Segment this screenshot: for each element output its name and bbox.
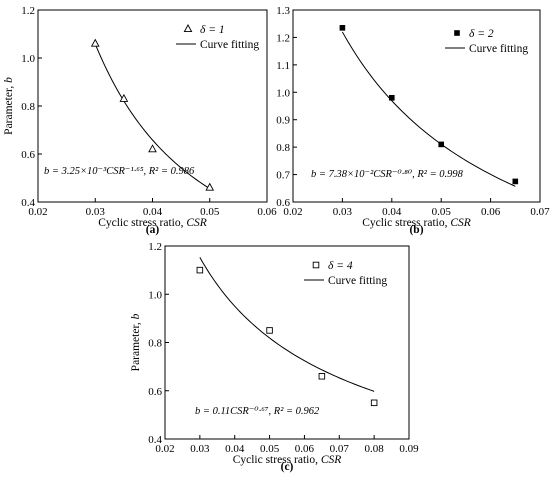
data-point [512, 178, 519, 185]
y-tick-label: 0.8 [21, 101, 35, 113]
legend-line-label: Curve fitting [200, 39, 259, 51]
x-tick-label: 0.04 [143, 206, 163, 218]
x-tick-label: 0.07 [330, 443, 350, 455]
chart-panel-1: 0.02 0.03 0.04 0.05 0.06 0.4 0.6 0.8 1.0 1.2 Cycli… [3, 5, 277, 236]
y-axis-label-var: b [3, 77, 15, 83]
fit-curve [199, 257, 375, 392]
x-axis-label-text: Cyclic stress ratio, [233, 454, 321, 466]
x-tick-label: 0.06 [257, 206, 277, 218]
data-point [90, 38, 100, 47]
panel-label: (c) [281, 461, 294, 473]
x-axis-label-text: Cyclic stress ratio, [98, 217, 186, 229]
y-axis-label: Parameter, b [130, 313, 142, 371]
chart-panel-2: 0.02 0.03 0.04 0.05 0.06 0.07 0.6 0.7 0.8 0.9 1.0 1… [276, 5, 550, 236]
y-axis-label-text: Parameter, [130, 319, 142, 371]
y-tick-label: 0.6 [21, 149, 35, 161]
y-tick-label: 1.2 [148, 241, 162, 253]
legend-line-label: Curve fitting [328, 275, 387, 287]
x-tick-label: 0.04 [382, 206, 402, 218]
x-tick-label: 0.08 [365, 443, 385, 455]
data-point [318, 373, 326, 380]
x-tick-label: 0.07 [530, 206, 550, 218]
legend: δ = 4 Curve fitting [304, 260, 387, 287]
x-axis-label-text: Cyclic stress ratio, [362, 217, 450, 229]
x-tick-label: 0.06 [295, 443, 315, 455]
legend: δ = 1 Curve fitting [176, 24, 259, 51]
data-point [438, 141, 444, 148]
x-axis-label: Cyclic stress ratio, CSR [362, 217, 471, 229]
x-axis-label: Cyclic stress ratio, CSR [233, 454, 342, 466]
panel-label: (a) [146, 224, 160, 236]
x-tick-label: 0.02 [28, 206, 47, 218]
x-axis-label: Cyclic stress ratio, CSR [98, 217, 207, 229]
legend-marker-label: δ = 1 [200, 24, 225, 36]
x-tick-label: 0.05 [260, 443, 280, 455]
x-tick-label: 0.06 [481, 206, 501, 218]
x-tick-label: 0.03 [86, 206, 106, 218]
fit-equation: b = 0.11CSR⁻⁰·⁶⁷, R² = 0.962 [195, 406, 320, 417]
x-axis-label-var: CSR [321, 454, 341, 466]
y-tick-label: 0.8 [148, 338, 162, 350]
fit-equation: b = 7.38×10⁻²CSR⁻⁰·⁸⁰, R² = 0.998 [311, 169, 464, 180]
y-tick-label: 1.1 [276, 60, 290, 72]
data-point [370, 399, 378, 407]
x-tick-label: 0.03 [333, 206, 353, 218]
y-tick-label: 1.0 [276, 87, 290, 99]
y-tick-label: 0.4 [21, 197, 35, 209]
data-point [148, 144, 157, 153]
x-tick-label: 0.05 [200, 206, 220, 218]
data-point [389, 94, 395, 101]
data-point [119, 93, 129, 102]
chart-panel-3: 0.02 0.03 0.04 0.05 0.06 0.07 0.08 0.09 0.4 0.6 0.… [130, 241, 419, 473]
legend-marker [312, 261, 320, 269]
x-tick-label: 0.03 [190, 443, 210, 455]
y-tick-label: 0.4 [148, 434, 162, 446]
y-axis-label: Parameter, b [3, 77, 15, 135]
x-axis-label-var: CSR [450, 217, 470, 229]
data-point [196, 266, 204, 274]
legend-line-label: Curve fitting [469, 43, 528, 55]
legend-marker [454, 30, 460, 36]
y-tick-label: 1.3 [276, 5, 290, 17]
data-point [266, 327, 273, 334]
y-tick-label: 1.2 [21, 5, 35, 17]
y-tick-label: 0.8 [276, 142, 290, 154]
plot-frame [292, 9, 541, 203]
legend-marker-label: δ = 4 [328, 260, 353, 272]
y-axis-label-var: b [130, 313, 142, 319]
legend-marker [183, 24, 193, 33]
y-tick-label: 0.6 [276, 197, 290, 209]
legend-marker-label: δ = 2 [469, 28, 494, 40]
x-tick-label: 0.02 [283, 206, 302, 218]
x-tick-label: 0.09 [399, 443, 419, 455]
x-tick-label: 0.02 [155, 443, 174, 455]
fit-curve [94, 43, 211, 190]
x-tick-label: 0.05 [432, 206, 452, 218]
x-tick-label: 0.04 [225, 443, 245, 455]
y-tick-label: 1.2 [276, 32, 290, 44]
data-point [205, 182, 215, 191]
y-axis-label-text: Parameter, [3, 83, 15, 135]
y-tick-label: 0.9 [276, 115, 290, 127]
data-point [339, 25, 346, 31]
fit-equation: b = 3.25×10⁻³CSR⁻¹·⁶⁵, R² = 0.986 [44, 166, 195, 177]
y-tick-label: 0.6 [148, 386, 162, 398]
fit-curve [341, 31, 516, 187]
y-tick-label: 1.0 [148, 289, 162, 301]
panel-label: (b) [409, 224, 423, 236]
x-axis-label-var: CSR [186, 217, 206, 229]
y-tick-label: 1.0 [21, 53, 35, 65]
legend: δ = 2 Curve fitting [445, 28, 528, 55]
y-tick-label: 0.7 [276, 170, 290, 182]
